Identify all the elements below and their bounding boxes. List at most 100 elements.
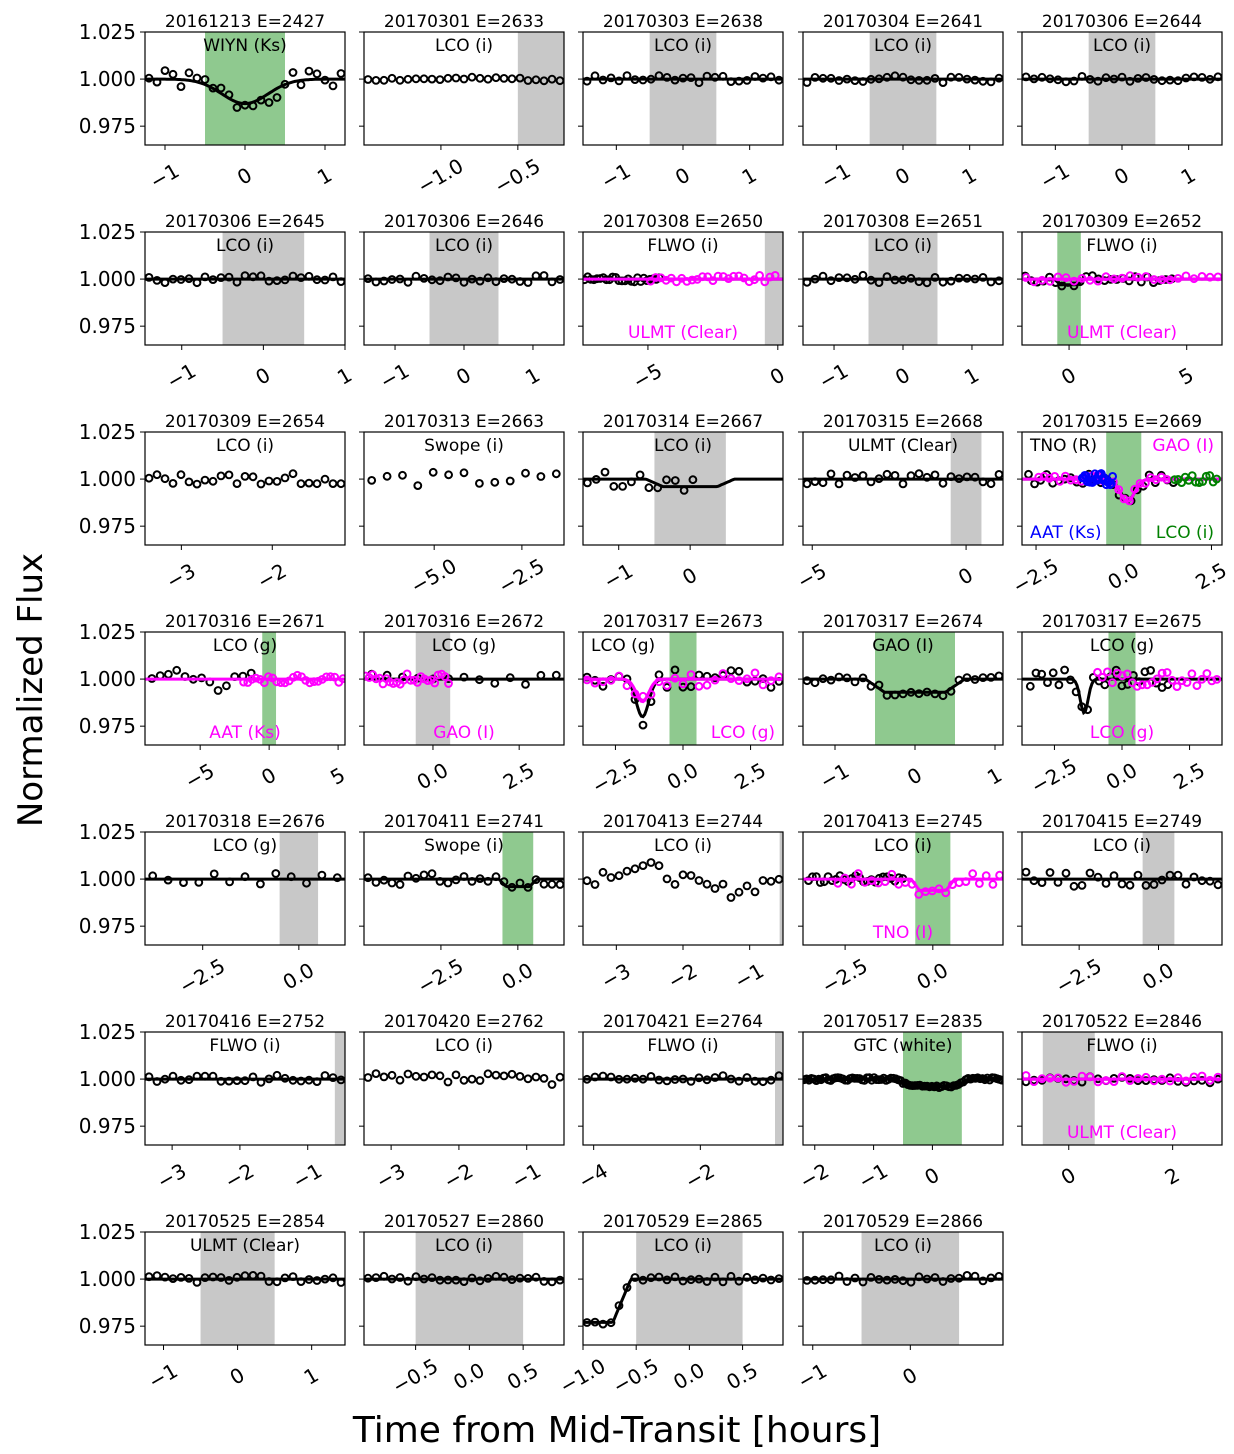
data-point bbox=[1213, 880, 1222, 890]
x-tick-label: 0 bbox=[226, 1363, 249, 1390]
data-point bbox=[475, 1076, 485, 1085]
data-point bbox=[898, 479, 908, 489]
panel-20170315-E-2668: 20170315 E=2668 −5 0 ULMT (Clear) bbox=[793, 412, 1004, 594]
x-tick-label: −2 bbox=[664, 958, 702, 994]
x-tick-label: 1 bbox=[958, 163, 981, 190]
data-point bbox=[547, 277, 557, 287]
data-point bbox=[930, 689, 940, 699]
y-tick-label: 1.000 bbox=[79, 1067, 136, 1091]
data-point bbox=[606, 675, 616, 685]
data-point bbox=[304, 271, 314, 281]
data-point bbox=[842, 74, 852, 84]
data-point bbox=[1055, 476, 1065, 486]
data-point bbox=[208, 476, 218, 486]
transit-window-green bbox=[262, 632, 277, 745]
panel-20170317-E-2674: 20170317 E=2674 −1 0 1 GAO (I) bbox=[798, 612, 1006, 794]
data-point bbox=[505, 476, 515, 486]
data-point bbox=[443, 73, 453, 83]
data-point bbox=[1043, 678, 1052, 687]
data-point bbox=[444, 679, 453, 688]
data-point bbox=[507, 274, 517, 284]
panel-frame bbox=[144, 831, 346, 946]
panel-title: 20170308 E=2650 bbox=[603, 212, 763, 232]
data-point bbox=[1109, 74, 1119, 84]
data-point bbox=[1197, 73, 1207, 82]
data-point bbox=[810, 678, 820, 688]
data-point bbox=[678, 682, 688, 692]
data-point bbox=[1205, 876, 1215, 886]
data-point bbox=[312, 479, 322, 489]
x-tick-label: 1 bbox=[983, 763, 1006, 790]
x-tick-label: −1 bbox=[144, 1358, 182, 1394]
x-tick-label: −5.0 bbox=[407, 554, 461, 599]
data-point bbox=[1108, 472, 1117, 481]
data-point bbox=[906, 1277, 916, 1287]
data-point bbox=[272, 1070, 282, 1080]
panel-frame bbox=[363, 31, 565, 146]
data-point bbox=[398, 470, 407, 480]
data-point bbox=[403, 1276, 413, 1286]
transit-window-gray bbox=[279, 832, 319, 945]
data-point bbox=[606, 873, 616, 882]
data-point bbox=[371, 76, 381, 85]
data-point bbox=[858, 77, 868, 86]
data-point bbox=[515, 277, 525, 286]
panel-20170413-E-2745: 20170413 E=2745 −2.5 0.0 LCO (i) TNO (I) bbox=[798, 812, 1004, 999]
x-tick-label: 0 bbox=[766, 363, 789, 390]
data-point bbox=[440, 672, 450, 681]
data-point bbox=[986, 1273, 996, 1283]
y-tick-label: 1.000 bbox=[79, 67, 136, 91]
data-point bbox=[328, 81, 338, 91]
data-point bbox=[630, 1273, 640, 1282]
data-point bbox=[618, 482, 627, 491]
data-point bbox=[435, 1071, 445, 1081]
data-point bbox=[379, 1072, 389, 1082]
data-point bbox=[994, 1271, 1003, 1281]
data-point bbox=[531, 75, 541, 85]
data-point bbox=[938, 1277, 948, 1286]
data-point bbox=[427, 1070, 437, 1080]
data-point bbox=[978, 1276, 988, 1286]
data-point bbox=[726, 893, 736, 902]
data-point bbox=[328, 479, 338, 489]
panel-20170413-E-2744: 20170413 E=2744 −3 −2 −1 LCO (i) bbox=[578, 812, 784, 994]
data-point bbox=[507, 1069, 517, 1079]
data-point bbox=[176, 470, 186, 480]
data-point bbox=[328, 1273, 338, 1283]
x-tick-label: −2.5 bbox=[1009, 554, 1063, 599]
data-point bbox=[622, 866, 632, 876]
panel-20170525-E-2854: 20170525 E=2854 1.025 1.000 0.975 −1 0 1 ULMT (… bbox=[79, 1212, 346, 1394]
transit-window-gray bbox=[429, 232, 499, 345]
data-point bbox=[670, 1075, 680, 1084]
data-point bbox=[946, 72, 956, 82]
data-point bbox=[1093, 1077, 1103, 1087]
panel-20170306-E-2644: 20170306 E=2644 −1 0 1 LCO (i) bbox=[1017, 12, 1223, 194]
data-point bbox=[320, 275, 330, 285]
data-point bbox=[890, 1275, 900, 1284]
data-point bbox=[934, 884, 944, 894]
transit-window-gray bbox=[415, 632, 451, 745]
instrument-label: FLWO (i) bbox=[1086, 236, 1157, 256]
data-point bbox=[521, 680, 530, 689]
panel-frame bbox=[363, 1231, 565, 1346]
data-point bbox=[475, 276, 485, 286]
data-point bbox=[395, 1273, 405, 1282]
panel-title: 20170317 E=2673 bbox=[603, 612, 763, 632]
data-point bbox=[866, 1273, 876, 1282]
data-point bbox=[523, 278, 533, 287]
data-point bbox=[232, 479, 242, 489]
series-black bbox=[803, 1073, 1003, 1092]
data-point bbox=[866, 74, 876, 84]
data-point bbox=[1069, 1077, 1079, 1086]
data-point bbox=[427, 1273, 437, 1282]
data-point bbox=[499, 1071, 509, 1081]
data-point bbox=[962, 74, 972, 84]
data-point bbox=[694, 670, 704, 680]
data-point bbox=[995, 870, 1003, 880]
panel-title: 20170416 E=2752 bbox=[165, 1012, 325, 1032]
data-point bbox=[145, 1072, 154, 1082]
instrument-label: LCO (i) bbox=[1093, 36, 1151, 56]
instrument-label: LCO (i) bbox=[874, 236, 932, 256]
data-point bbox=[459, 74, 469, 84]
